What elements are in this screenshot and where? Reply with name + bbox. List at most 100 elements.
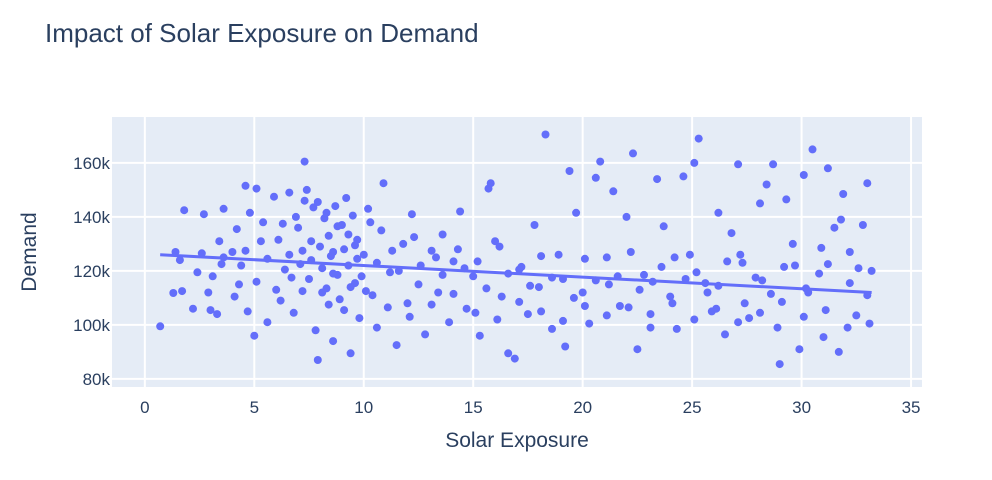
data-point: [199, 210, 208, 219]
data-point: [392, 341, 401, 350]
data-point: [280, 265, 289, 274]
data-point: [657, 262, 666, 271]
data-point: [629, 149, 637, 158]
data-point: [189, 304, 197, 313]
data-point: [469, 272, 478, 281]
chart-title: Impact of Solar Exposure on Demand: [45, 18, 479, 48]
data-point: [294, 223, 303, 232]
data-point: [353, 254, 362, 263]
data-point: [714, 208, 723, 217]
data-point: [510, 354, 519, 363]
data-point: [388, 246, 397, 255]
data-point: [232, 225, 241, 234]
data-point: [548, 324, 556, 333]
data-point: [377, 226, 386, 235]
data-point: [591, 173, 600, 182]
data-point: [399, 239, 408, 248]
data-point: [843, 323, 852, 332]
data-point: [672, 324, 681, 333]
data-point: [278, 219, 287, 228]
data-point: [530, 221, 539, 229]
data-point: [572, 208, 581, 217]
data-point: [421, 330, 430, 339]
data-point: [780, 262, 789, 271]
data-point: [403, 299, 412, 308]
data-point: [386, 268, 394, 277]
data-point: [333, 222, 342, 231]
data-point: [736, 250, 745, 259]
data-point: [346, 349, 355, 358]
data-point: [289, 308, 298, 317]
data-point: [659, 222, 668, 231]
data-point: [482, 284, 491, 293]
data-point: [342, 194, 351, 202]
data-point: [410, 233, 419, 242]
data-point: [721, 330, 729, 339]
data-point: [324, 231, 333, 240]
data-point: [241, 181, 250, 190]
data-point: [361, 287, 370, 296]
data-point: [359, 250, 368, 259]
data-point: [823, 260, 832, 269]
data-point: [858, 221, 867, 229]
data-point: [690, 315, 699, 324]
data-point: [291, 212, 300, 221]
data-point: [578, 288, 587, 297]
data-point: [766, 289, 775, 298]
data-point: [624, 303, 633, 312]
trendline-group: [160, 253, 872, 294]
data-point: [449, 289, 458, 298]
data-point: [602, 311, 611, 320]
data-point: [256, 237, 265, 246]
data-point: [865, 319, 874, 328]
data-point: [795, 345, 804, 354]
data-point: [854, 264, 863, 273]
data-point: [823, 164, 832, 173]
data-point: [554, 250, 563, 259]
data-point: [867, 266, 876, 275]
data-point: [852, 311, 861, 320]
data-point: [300, 196, 309, 205]
data-point: [681, 275, 690, 283]
data-point: [300, 157, 309, 166]
data-point: [252, 184, 261, 193]
data-point: [208, 272, 217, 281]
data-point: [609, 187, 618, 196]
data-point: [241, 246, 250, 255]
data-point: [491, 237, 500, 246]
data-point: [180, 206, 189, 215]
data-point: [777, 297, 786, 306]
x-tick-label: 25: [683, 398, 702, 417]
data-point: [727, 229, 736, 238]
data-point: [653, 175, 662, 184]
data-point: [615, 302, 624, 310]
x-axis-ticks: 0 5 10 15 20 25 30 35: [140, 398, 920, 417]
data-point: [311, 326, 320, 335]
data-point: [235, 280, 243, 289]
data-point: [462, 304, 471, 313]
data-point: [313, 356, 322, 364]
data-point: [329, 248, 338, 256]
data-point: [515, 297, 524, 306]
data-point: [405, 312, 414, 321]
data-point: [193, 268, 202, 277]
data-point: [537, 307, 546, 316]
data-point: [782, 195, 791, 204]
data-point: [305, 275, 313, 283]
data-point: [839, 190, 848, 198]
data-point: [432, 253, 440, 262]
y-axis-ticks: 80k 100k 120k 140k 160k: [73, 154, 110, 389]
data-point: [259, 218, 268, 227]
data-point: [626, 248, 635, 256]
data-point: [585, 319, 594, 328]
data-point: [250, 331, 259, 340]
data-point: [407, 210, 416, 219]
y-tick-label: 100k: [73, 316, 110, 335]
data-point: [316, 242, 324, 251]
data-point: [445, 318, 454, 327]
data-point: [565, 167, 574, 175]
x-tick-label: 0: [140, 398, 149, 417]
data-point: [745, 314, 754, 323]
data-point: [237, 261, 246, 270]
